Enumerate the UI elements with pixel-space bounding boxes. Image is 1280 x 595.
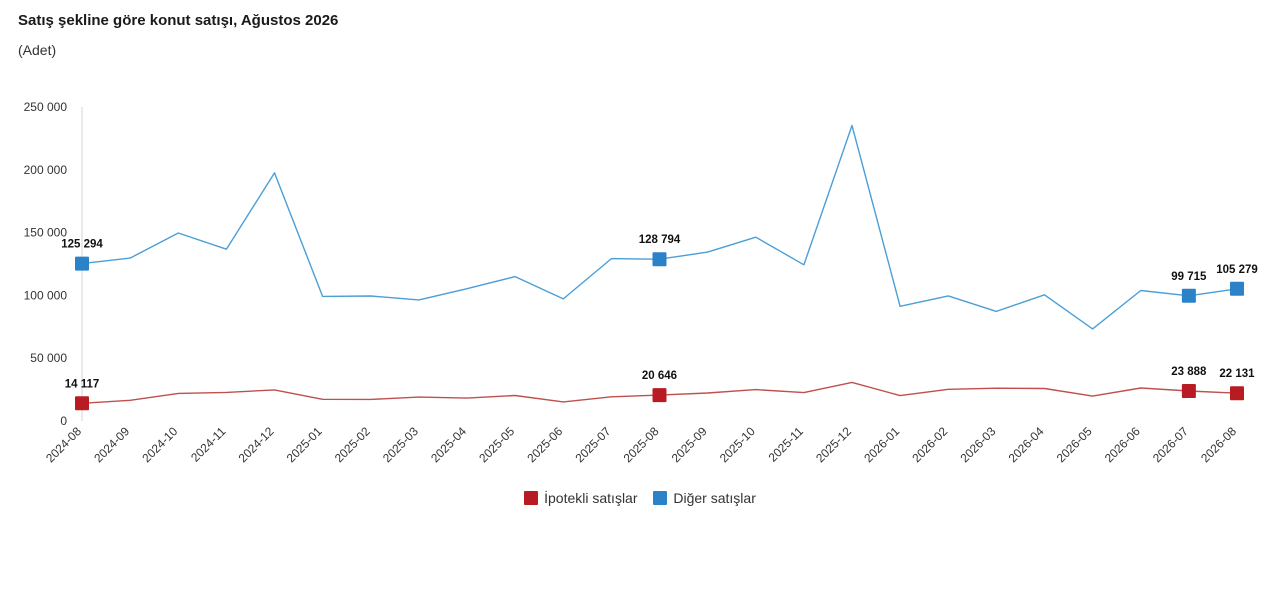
x-tick-label: 2025-04 — [428, 424, 469, 465]
x-tick-label: 2026-06 — [1102, 424, 1143, 465]
data-label: 99 715 — [1171, 271, 1207, 283]
data-point-marker — [1230, 386, 1244, 401]
x-tick-label: 2025-02 — [332, 424, 373, 465]
data-label: 14 117 — [65, 378, 100, 390]
legend-label-series-1: İpotekli satışlar — [544, 490, 638, 506]
x-tick-label: 2025-09 — [669, 424, 710, 465]
x-tick-label: 2024-11 — [188, 424, 229, 465]
x-tick-label: 2025-08 — [621, 424, 662, 465]
data-point-marker — [75, 396, 89, 411]
data-label: 23 888 — [1171, 366, 1207, 378]
x-tick-label: 2026-08 — [1198, 424, 1239, 465]
x-tick-label: 2026-07 — [1150, 424, 1191, 465]
y-tick-label: 150 000 — [24, 226, 68, 240]
x-tick-label: 2024-09 — [91, 424, 132, 465]
y-tick-label: 100 000 — [24, 288, 68, 302]
x-tick-label: 2026-01 — [861, 424, 902, 465]
chart-title: Satış şekline göre konut satışı, Ağustos… — [18, 12, 339, 29]
x-tick-label: 2025-06 — [524, 424, 565, 465]
legend-swatch-series-2 — [653, 491, 668, 505]
legend: İpotekli satışlar Diğer satışlar — [0, 490, 1280, 508]
x-tick-label: 2024-12 — [236, 424, 277, 465]
x-tick-label: 2024-10 — [139, 424, 180, 465]
chart-subtitle: (Adet) — [18, 42, 57, 58]
x-tick-label: 2026-05 — [1054, 424, 1095, 465]
series-line-2 — [81, 124, 1238, 330]
x-tick-label: 2025-12 — [813, 424, 854, 465]
y-tick-label: 200 000 — [24, 163, 68, 177]
x-tick-label: 2026-03 — [957, 424, 998, 465]
data-point-marker — [75, 256, 89, 271]
x-tick-label: 2025-07 — [572, 424, 613, 465]
legend-item-series-1[interactable]: İpotekli satışlar — [524, 490, 638, 506]
data-point-marker — [652, 252, 667, 267]
data-label: 20 646 — [642, 370, 677, 382]
data-label: 105 279 — [1216, 264, 1258, 276]
x-tick-label: 2025-05 — [476, 424, 517, 465]
x-tick-label: 2025-10 — [717, 424, 758, 465]
data-label: 22 131 — [1219, 368, 1255, 380]
x-tick-label: 2025-03 — [380, 424, 421, 465]
data-label: 128 794 — [639, 234, 681, 246]
x-tick-label: 2026-04 — [1006, 424, 1047, 465]
data-point-marker — [1181, 288, 1196, 303]
y-tick-label: 50 000 — [30, 351, 67, 365]
legend-item-series-2[interactable]: Diğer satışlar — [653, 490, 756, 506]
x-tick-label: 2025-01 — [284, 424, 325, 465]
y-tick-label: 0 — [60, 414, 67, 428]
data-label: 125 294 — [61, 239, 103, 251]
data-point-marker — [652, 388, 667, 403]
y-tick-label: 250 000 — [24, 100, 68, 114]
data-point-marker — [1181, 383, 1196, 398]
legend-swatch-series-1 — [524, 491, 539, 505]
legend-label-series-2: Diğer satışlar — [673, 490, 756, 506]
x-tick-label: 2025-11 — [766, 424, 807, 465]
x-tick-label: 2024-08 — [43, 424, 84, 465]
x-tick-label: 2026-02 — [909, 424, 950, 465]
data-point-marker — [1230, 281, 1244, 296]
